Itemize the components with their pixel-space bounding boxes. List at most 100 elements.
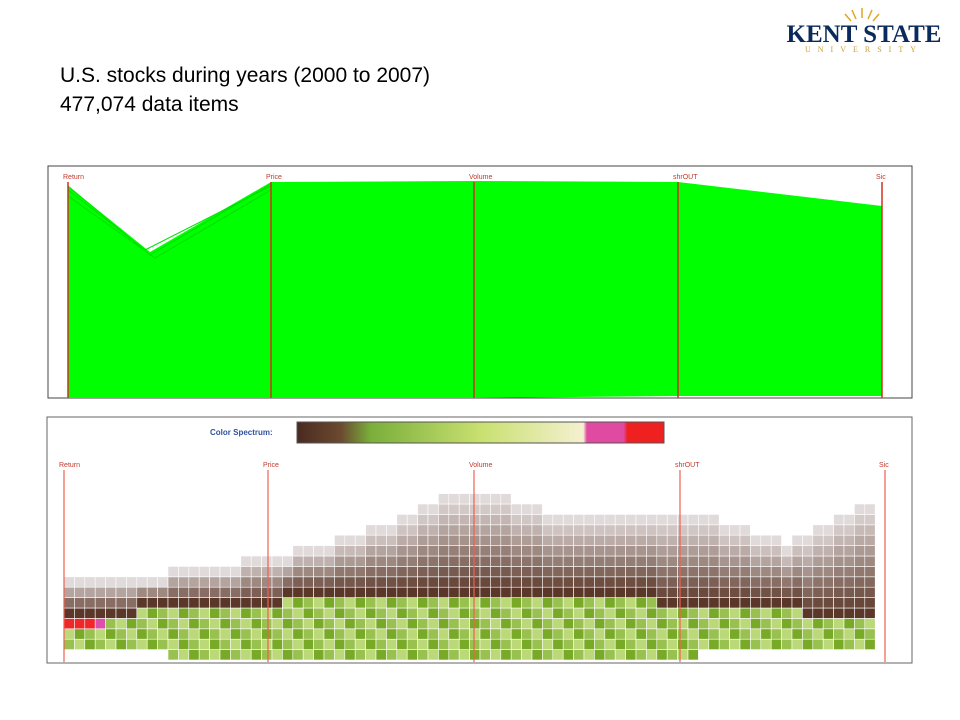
- density-cell: [542, 555, 554, 567]
- density-cell: [833, 586, 845, 598]
- density-cell: [427, 566, 439, 578]
- density-cell: [323, 545, 335, 557]
- density-cell: [74, 576, 86, 588]
- density-cell: [282, 576, 294, 588]
- density-cell: [406, 566, 418, 578]
- density-cell: [708, 618, 720, 630]
- density-cell: [386, 597, 398, 609]
- density-cell: [708, 586, 720, 598]
- density-cell: [490, 566, 502, 578]
- density-cell: [552, 586, 564, 598]
- density-cell: [552, 607, 564, 619]
- density-cell: [469, 586, 481, 598]
- density-cell: [614, 586, 626, 598]
- density-cell: [542, 607, 554, 619]
- density-cell: [396, 534, 408, 546]
- density-cell: [178, 566, 190, 578]
- density-cell: [271, 638, 283, 650]
- density-cell: [63, 597, 75, 609]
- density-cell: [604, 638, 616, 650]
- density-cell: [282, 607, 294, 619]
- density-cell: [833, 545, 845, 557]
- density-cell: [698, 514, 710, 526]
- spectrum-label: Color Spectrum:: [210, 428, 273, 437]
- density-cell: [334, 586, 346, 598]
- density-cell: [822, 638, 834, 650]
- density-cell: [438, 638, 450, 650]
- density-cell: [417, 586, 429, 598]
- density-cell: [448, 545, 460, 557]
- density-cell: [375, 638, 387, 650]
- density-cell: [542, 597, 554, 609]
- density-cell: [614, 597, 626, 609]
- density-cell: [323, 618, 335, 630]
- density-cell: [469, 607, 481, 619]
- density-cell: [396, 607, 408, 619]
- density-cell: [469, 638, 481, 650]
- density-cell: [365, 566, 377, 578]
- density-cell: [656, 618, 668, 630]
- density-cell: [698, 618, 710, 630]
- density-cell: [469, 514, 481, 526]
- density-cell: [209, 576, 221, 588]
- density-cell: [344, 545, 356, 557]
- density-cell: [386, 555, 398, 567]
- density-cell: [313, 545, 325, 557]
- density-cell: [802, 576, 814, 588]
- density-cell: [781, 618, 793, 630]
- density-cell: [500, 503, 512, 515]
- density-cell: [271, 566, 283, 578]
- density-cell: [448, 597, 460, 609]
- density-cell: [614, 545, 626, 557]
- density-cell: [770, 597, 782, 609]
- density-cell: [406, 555, 418, 567]
- density-cell: [542, 638, 554, 650]
- density-cell: [708, 555, 720, 567]
- density-cell: [375, 576, 387, 588]
- density-cell: [583, 649, 595, 661]
- density-cell: [396, 514, 408, 526]
- density-cell: [677, 618, 689, 630]
- density-cell: [438, 524, 450, 536]
- density-cell: [812, 555, 824, 567]
- density-cell: [334, 638, 346, 650]
- density-cell: [750, 576, 762, 588]
- density-cell: [417, 607, 429, 619]
- density-cell: [718, 628, 730, 640]
- density-cell: [552, 638, 564, 650]
- density-cell: [167, 628, 179, 640]
- density-cell: [240, 555, 252, 567]
- density-cell: [760, 545, 772, 557]
- density-cell: [531, 503, 543, 515]
- density-cell: [344, 628, 356, 640]
- density-cell: [94, 607, 106, 619]
- density-cell: [74, 607, 86, 619]
- density-cell: [490, 576, 502, 588]
- density-cell: [750, 586, 762, 598]
- density-cell: [677, 566, 689, 578]
- density-cell: [843, 618, 855, 630]
- density-cell: [583, 566, 595, 578]
- density-cell: [791, 534, 803, 546]
- density-cell: [438, 555, 450, 567]
- density-cell: [105, 628, 117, 640]
- density-cell: [479, 534, 491, 546]
- density-cell: [791, 628, 803, 640]
- density-cell: [864, 607, 876, 619]
- density-cell: [230, 586, 242, 598]
- density-cell: [729, 566, 741, 578]
- density-cell: [843, 524, 855, 536]
- density-cell: [646, 586, 658, 598]
- density-cell: [802, 638, 814, 650]
- density-cell: [500, 514, 512, 526]
- density-cell: [666, 514, 678, 526]
- density-cell: [240, 597, 252, 609]
- density-cell: [791, 597, 803, 609]
- density-cell: [573, 638, 585, 650]
- density-cell: [822, 607, 834, 619]
- logo-name: KENT STATE: [787, 21, 942, 48]
- density-cell: [458, 534, 470, 546]
- density-cell: [198, 576, 210, 588]
- density-cell: [282, 566, 294, 578]
